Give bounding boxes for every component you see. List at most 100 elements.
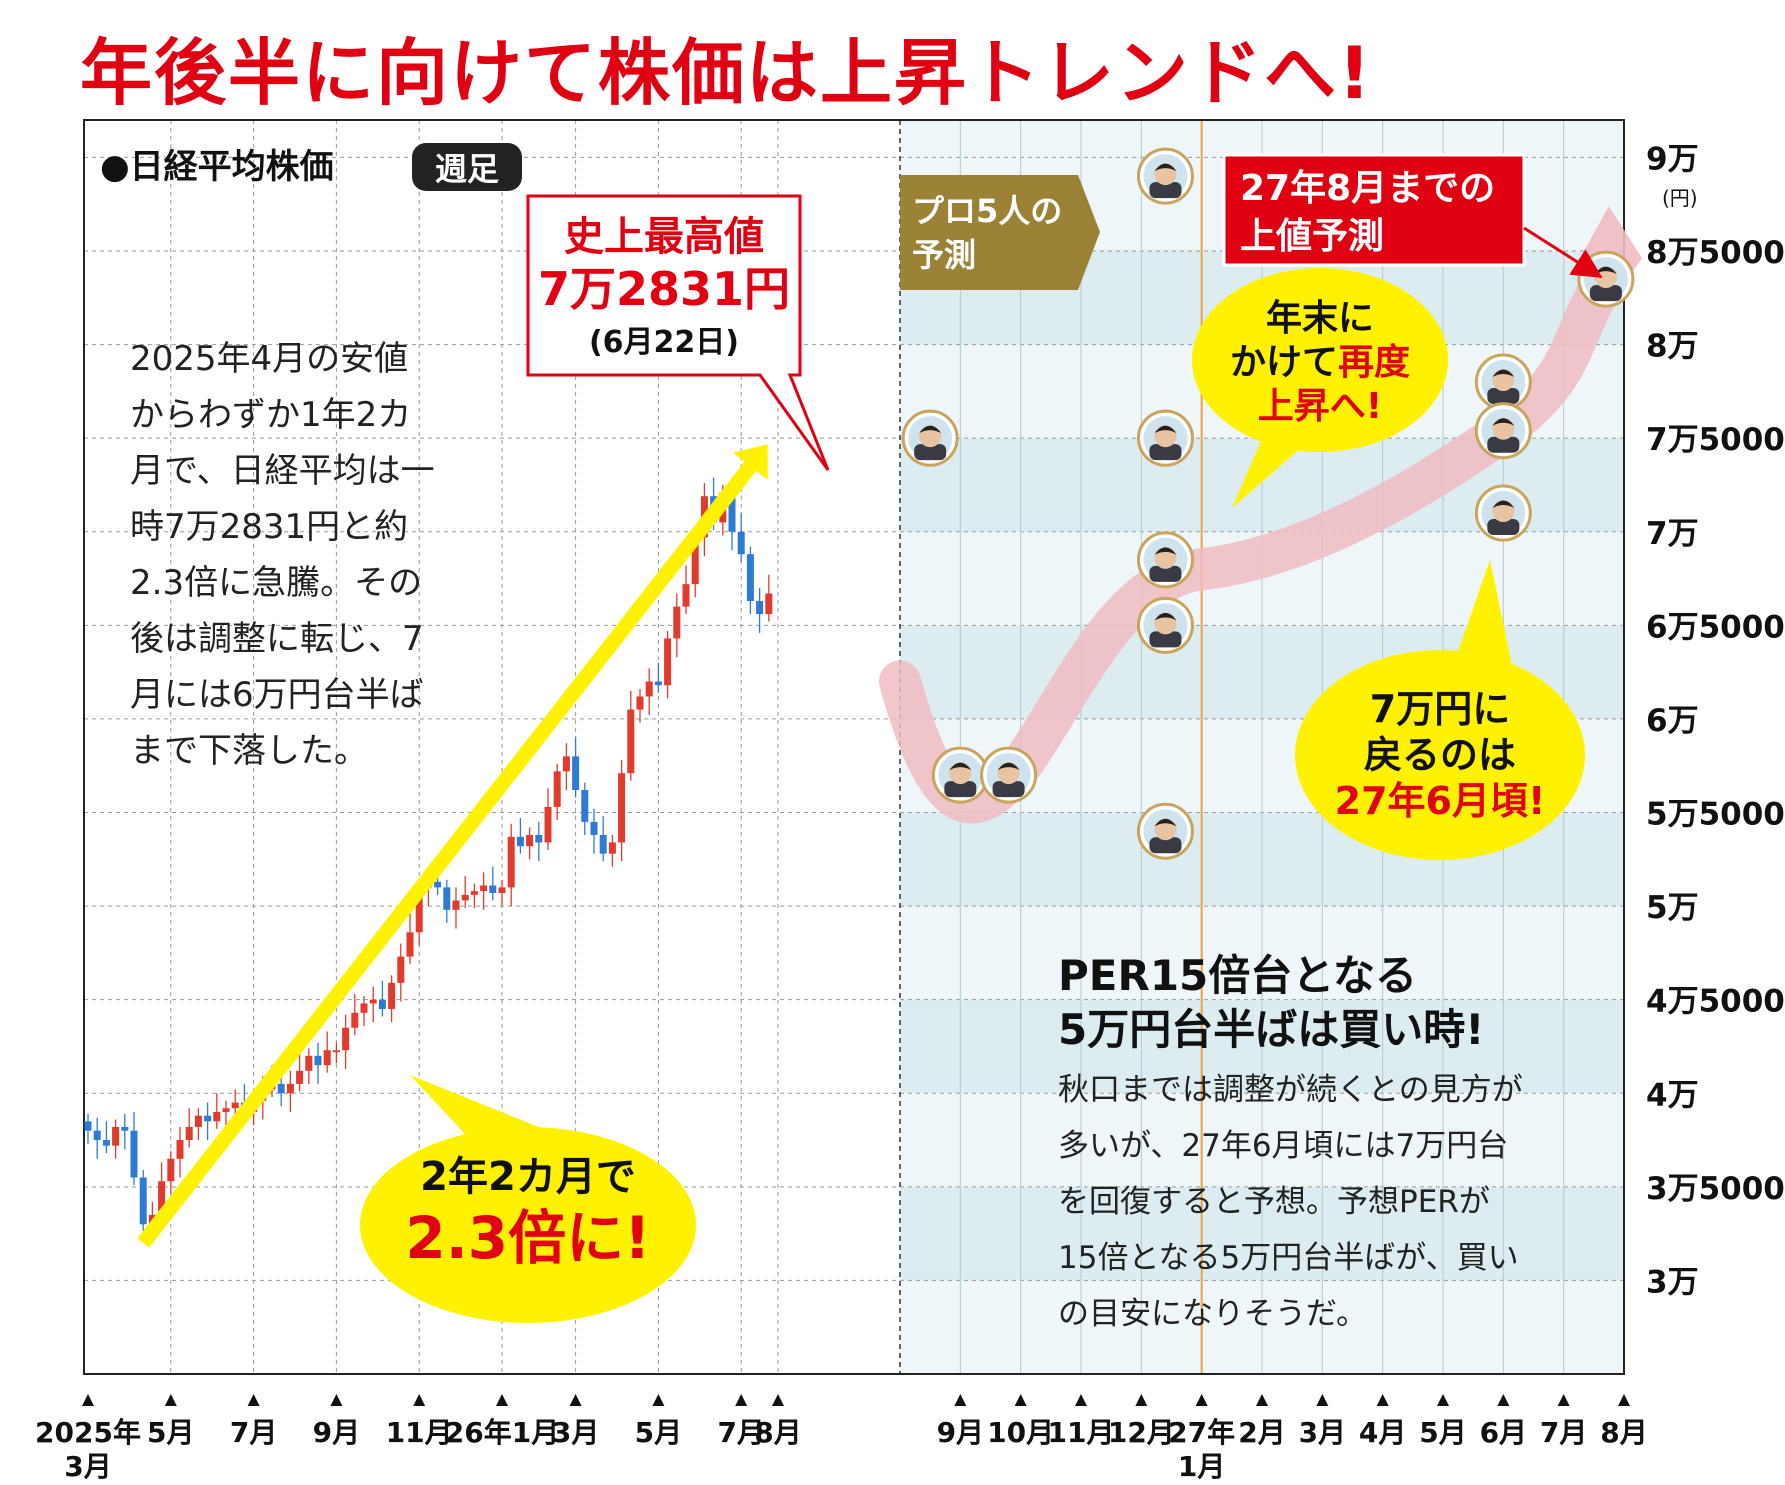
candle-body xyxy=(498,887,506,893)
x-tick-label: 12月 xyxy=(1108,1416,1175,1449)
candle xyxy=(185,1108,193,1148)
x-tick-label: 10月 xyxy=(987,1416,1054,1449)
candle-body xyxy=(158,1181,166,1215)
left-note-line: 時7万2831円と約 xyxy=(130,507,408,547)
x-tick-marker xyxy=(1256,1394,1268,1406)
candle-body xyxy=(480,885,488,892)
forecaster-avatar xyxy=(1136,531,1194,589)
candle-body xyxy=(112,1126,120,1146)
candle-body xyxy=(526,834,534,847)
candle xyxy=(664,630,672,699)
avatar-suit xyxy=(1487,519,1520,536)
avatar-suit xyxy=(914,444,947,461)
candle xyxy=(599,816,607,862)
forecaster-avatar xyxy=(1136,147,1194,205)
x-tick-marker xyxy=(1376,1394,1389,1406)
candle-body xyxy=(470,891,478,895)
y-tick-label: 8万5000 xyxy=(1646,235,1785,271)
avatar-hair xyxy=(1154,547,1177,555)
candle xyxy=(590,808,598,854)
left-note-line: 月には6万円台半ば xyxy=(130,675,424,715)
x-tick-label: 3月 xyxy=(1299,1416,1346,1449)
y-tick-label: 5万5000 xyxy=(1646,797,1785,833)
candle-body xyxy=(443,887,451,910)
return70k-bubble-tail xyxy=(1455,560,1515,680)
x-tick-label: 5月 xyxy=(635,1416,682,1449)
avatar-suit xyxy=(1149,631,1182,648)
candle xyxy=(516,818,524,854)
candle-body xyxy=(406,932,414,957)
candle-body xyxy=(130,1130,138,1178)
avatar-suit xyxy=(1589,285,1622,302)
forecast-trend-arrow xyxy=(879,267,1621,824)
candle-body xyxy=(369,999,377,1004)
candle xyxy=(480,872,488,910)
candle-body xyxy=(691,537,699,585)
candle xyxy=(378,980,386,1017)
candle-body xyxy=(167,1158,175,1182)
candle xyxy=(305,1048,313,1084)
x-tick-label: 27年 xyxy=(1168,1416,1235,1449)
per-heading-line1: PER15倍台となる xyxy=(1058,951,1417,1000)
candle-body xyxy=(728,492,736,532)
candle xyxy=(654,662,662,693)
candle xyxy=(204,1102,212,1141)
yearend-bubble xyxy=(1192,268,1448,452)
candle xyxy=(93,1117,101,1159)
avatar-suit xyxy=(1149,565,1182,582)
candle-body xyxy=(277,1083,285,1094)
candle-body xyxy=(185,1126,193,1141)
forecast-title-bg xyxy=(1222,153,1526,267)
candle-body xyxy=(204,1115,212,1122)
x-tick-label: 7月 xyxy=(230,1416,277,1449)
x-tick-label: 2025年 xyxy=(35,1416,141,1449)
yearend-bubble-line2b: 再度 xyxy=(1338,342,1410,383)
candle-body xyxy=(342,1027,350,1051)
x-tick-marker xyxy=(413,1394,426,1406)
x-tick-label: 8月 xyxy=(754,1416,801,1449)
per-body-line: の目安になりそうだ。 xyxy=(1058,1296,1367,1332)
candle xyxy=(553,763,561,820)
candle xyxy=(507,823,515,907)
forecast-title-line2: 上値予測 xyxy=(1240,216,1384,257)
forecaster-avatar xyxy=(931,746,989,804)
x-tick-marker xyxy=(1135,1394,1148,1406)
avatar-hair xyxy=(1492,418,1515,426)
candle xyxy=(489,866,497,901)
candle-body xyxy=(553,771,561,807)
x-tick-marker xyxy=(247,1394,260,1406)
avatar-suit xyxy=(1149,444,1182,461)
candle xyxy=(535,821,543,862)
candle xyxy=(682,565,690,615)
x-tick-label: 2月 xyxy=(1238,1416,1285,1449)
pro-label-bg xyxy=(900,175,1100,290)
candle xyxy=(544,788,552,850)
candle xyxy=(121,1113,129,1150)
x-tick-marker xyxy=(735,1394,748,1406)
growth-arrowhead xyxy=(733,444,768,480)
x-tick-sublabel: 3月 xyxy=(64,1450,111,1483)
y-tick-label: 6万5000 xyxy=(1646,609,1785,645)
left-note-line: 2.3倍に急騰。その xyxy=(130,563,422,603)
candle xyxy=(645,668,653,716)
candle-body xyxy=(139,1177,147,1225)
x-tick-label: 6月 xyxy=(1480,1416,1527,1449)
forecaster-avatar xyxy=(1136,409,1194,467)
avatar-hair xyxy=(997,762,1020,771)
candle-body xyxy=(213,1111,221,1122)
yearend-bubble-line3: 上昇へ! xyxy=(1258,386,1382,427)
candle xyxy=(452,887,460,929)
candle-body xyxy=(84,1121,92,1131)
candle xyxy=(194,1108,202,1141)
candle-body xyxy=(572,756,580,791)
x-tick-marker xyxy=(954,1394,967,1406)
avatar-suit xyxy=(1487,436,1520,453)
yearend-bubble-line1: 年末に xyxy=(1266,298,1374,339)
candle-body xyxy=(102,1140,110,1146)
per-body-line: 秋口までは調整が続くとの見方が xyxy=(1058,1072,1523,1108)
candle-body xyxy=(590,821,598,835)
x-tick-marker xyxy=(569,1394,582,1406)
y-tick-label: 6万 xyxy=(1646,703,1699,739)
left-note-line: 月で、日経平均は一 xyxy=(130,451,435,491)
